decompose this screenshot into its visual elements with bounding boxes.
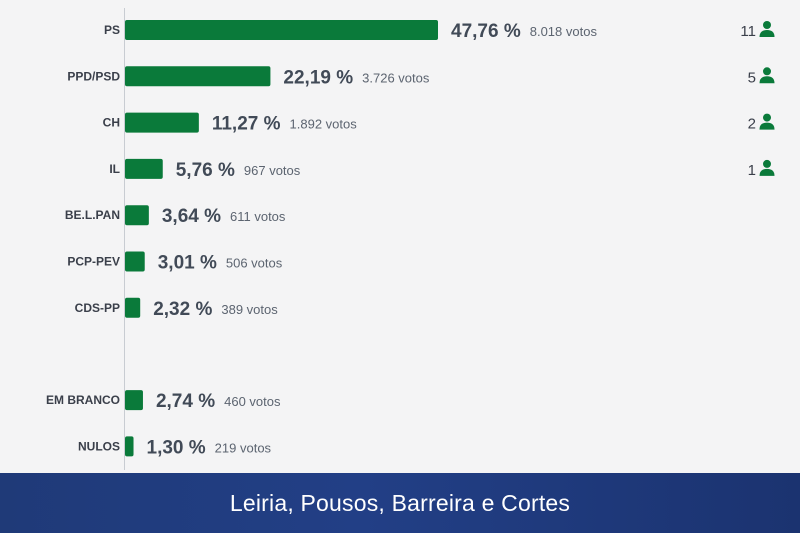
percent-label: 3,64 % — [162, 206, 221, 227]
percent-label: 3,01 % — [158, 253, 217, 274]
bar — [125, 112, 199, 133]
seat-count: 1 — [748, 162, 756, 179]
category-label: PCP-PEV — [67, 255, 120, 269]
seat-count: 5 — [748, 69, 756, 86]
bar — [125, 20, 438, 40]
bar — [125, 297, 141, 318]
category-label: EM BRANCO — [46, 393, 120, 407]
category-label: CH — [103, 116, 120, 130]
votes-label: 219 votos — [215, 440, 272, 455]
bar — [125, 390, 143, 411]
votes-label: 611 votos — [230, 209, 286, 224]
votes-label: 8.018 votos — [530, 24, 598, 39]
person-icon — [759, 21, 775, 37]
seat-count: 11 — [740, 23, 756, 40]
bar — [125, 251, 145, 272]
location-title: Leiria, Pousos, Barreira e Cortes — [229, 489, 571, 516]
votes-label: 389 votos — [221, 302, 278, 317]
votes-label: 967 votos — [244, 163, 301, 178]
location-footer: Leiria, Pousos, Barreira e Cortes — [0, 473, 800, 533]
seat-count: 2 — [748, 116, 756, 133]
percent-label: 22,19 % — [283, 67, 353, 88]
category-label: IL — [109, 162, 120, 176]
percent-label: 11,27 % — [212, 114, 281, 135]
person-icon — [759, 113, 775, 130]
category-label: CDS-PP — [75, 301, 120, 315]
percent-label: 2,32 % — [153, 299, 212, 320]
category-label: BE.L.PAN — [65, 208, 120, 222]
bar — [125, 158, 163, 179]
votes-label: 506 votos — [226, 256, 283, 271]
votes-label: 460 votos — [224, 394, 281, 409]
percent-label: 2,74 % — [156, 391, 215, 412]
percent-label: 5,76 % — [176, 160, 235, 181]
category-label: PS — [104, 23, 120, 37]
category-label: NULOS — [78, 439, 120, 453]
category-label: PPD/PSD — [67, 69, 120, 83]
person-icon — [759, 67, 775, 84]
person-icon — [759, 159, 775, 176]
votes-label: 1.892 votos — [290, 117, 358, 132]
percent-label: 1,30 % — [147, 437, 206, 458]
results-chart: PS 47,76 % 8.018 votos 11 PPD/PSD 22,19 % 3.72… — [46, 8, 775, 470]
votes-label: 3.726 votos — [362, 70, 430, 85]
bar — [125, 436, 134, 457]
bar — [125, 205, 149, 226]
percent-label: 47,76 % — [451, 21, 521, 42]
bar — [125, 66, 271, 87]
